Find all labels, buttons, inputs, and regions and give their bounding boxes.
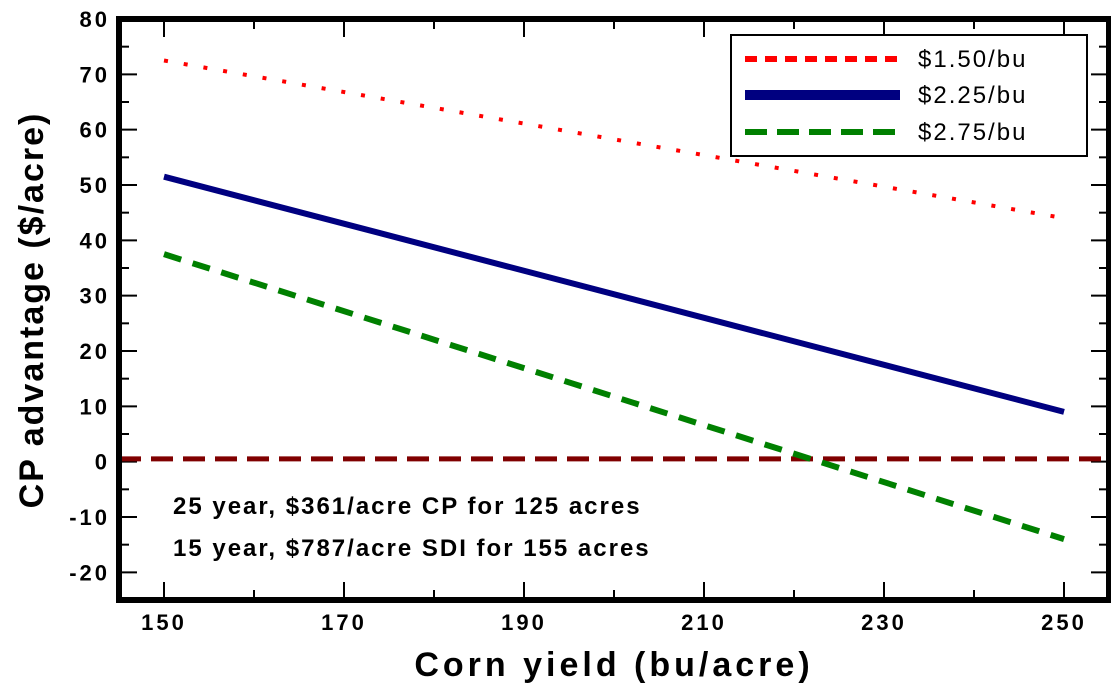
- legend-label-3: $2.75/bu: [918, 119, 1027, 146]
- legend-label-1: $1.50/bu: [918, 46, 1027, 73]
- series-line-2: [163, 173, 1065, 415]
- y-axis-title: CP advantage ($/acre): [13, 112, 51, 509]
- y-tick-label: 30: [80, 284, 110, 309]
- y-tick-label: 50: [80, 173, 110, 198]
- y-tick-label: 20: [80, 339, 110, 364]
- y-tick-label: 80: [80, 7, 110, 32]
- x-tick-label: 150: [141, 610, 187, 635]
- x-tick-label: 250: [1041, 610, 1087, 635]
- y-tick-label: 10: [80, 394, 110, 419]
- series-lines: [119, 58, 1109, 542]
- y-tick-label: 40: [80, 228, 110, 253]
- x-tick-labels: 150 170 190 210 230 250: [141, 610, 1087, 635]
- x-tick-label: 230: [861, 610, 907, 635]
- x-tick-label: 190: [501, 610, 547, 635]
- y-tick-label: 70: [80, 62, 110, 87]
- legend: $1.50/bu $2.25/bu $2.75/bu: [730, 34, 1088, 157]
- y-tick-label: 60: [80, 118, 110, 143]
- annotation-2: 15 year, $787/acre SDI for 155 acres: [173, 535, 651, 562]
- legend-label-2: $2.25/bu: [918, 82, 1027, 109]
- y-tick-label: 0: [95, 450, 110, 475]
- plot-frame: [116, 16, 1111, 603]
- y-tick-label: -20: [69, 560, 110, 585]
- y-tick-labels: 80 70 60 50 40 30 20 10 0 -10 -20: [69, 7, 110, 585]
- x-tick-label: 210: [681, 610, 727, 635]
- x-axis-title: Corn yield (bu/acre): [414, 646, 813, 684]
- series-line-3: [163, 251, 1065, 542]
- annotation-1: 25 year, $361/acre CP for 125 acres: [173, 493, 642, 520]
- x-tick-label: 170: [321, 610, 367, 635]
- y-tick-label: -10: [69, 505, 110, 530]
- series-line-1: [163, 58, 1065, 221]
